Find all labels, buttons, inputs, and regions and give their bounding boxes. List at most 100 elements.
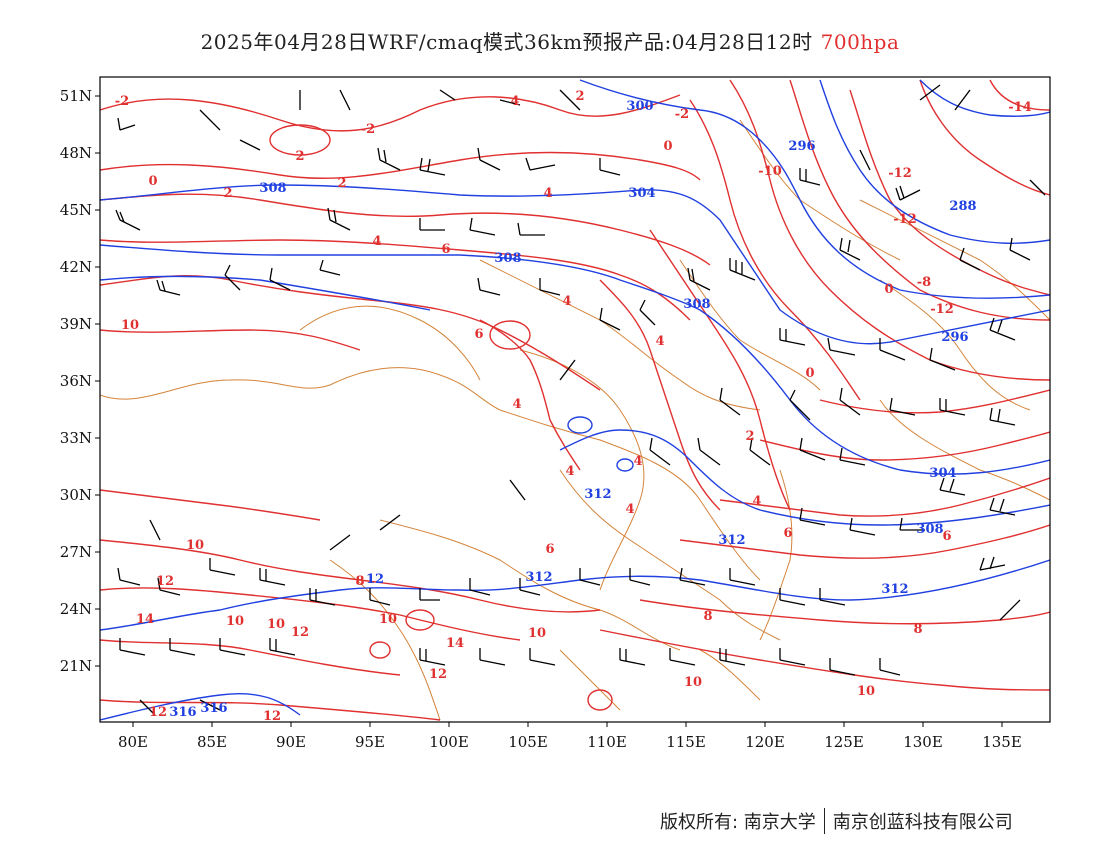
t-label: 2 xyxy=(745,429,754,444)
t-label: 6 xyxy=(545,542,554,557)
t-label: -12 xyxy=(888,166,912,181)
t-label: 0 xyxy=(884,282,893,297)
longitude-labels: 80E 85E 90E 95E 100E 105E 110E 115E 120E… xyxy=(118,733,1022,751)
t-label: -2 xyxy=(361,122,375,137)
t-label: -2 xyxy=(675,107,689,122)
lon-label: 120E xyxy=(745,733,785,751)
t-label: 10 xyxy=(528,626,546,641)
h-label: 308 xyxy=(259,181,286,196)
wind-barbs xyxy=(115,84,1046,716)
h-label-312-west: 12 xyxy=(366,572,384,587)
height-labels: 300 296 308 304 308 308 296 288 312 312 … xyxy=(169,99,976,720)
t-label: 8 xyxy=(703,609,712,624)
t-label: 4 xyxy=(625,502,634,517)
t-label: 2 xyxy=(295,149,304,164)
t-label: 0 xyxy=(663,139,672,154)
t-label: 12 xyxy=(149,705,167,720)
lat-label: 48N xyxy=(60,144,92,162)
t-label: 0 xyxy=(805,366,814,381)
t-label: -8 xyxy=(917,275,931,290)
axis-ticks xyxy=(95,95,1003,727)
latitude-labels: 51N 48N 45N 42N 39N 36N 33N 30N 27N 24N … xyxy=(60,87,92,675)
t-label: 10 xyxy=(379,612,397,627)
t-label: 6 xyxy=(783,526,792,541)
t-label: 12 xyxy=(429,667,447,682)
h-label: 316 xyxy=(169,705,196,720)
lon-label: 105E xyxy=(508,733,548,751)
t-label: 2 xyxy=(575,89,584,104)
t-label: 2 xyxy=(223,186,232,201)
t-label: 10 xyxy=(186,538,204,553)
h-label: 288 xyxy=(949,199,976,214)
lon-label: 90E xyxy=(276,733,306,751)
plot-border xyxy=(99,76,1051,723)
t-label: 4 xyxy=(562,294,571,309)
t-label: 12 xyxy=(263,709,281,724)
temperature-labels: -2 4 2 -2 2 0 2 -2 0 2 4 6 4 4 6 4 4 4 4… xyxy=(115,89,1032,724)
t-label: 4 xyxy=(372,234,381,249)
t-label: 10 xyxy=(267,617,285,632)
lon-label: 110E xyxy=(587,733,627,751)
h-label: 312 xyxy=(881,582,908,597)
lat-label: 36N xyxy=(60,372,92,390)
t-label: 4 xyxy=(752,494,761,509)
h-label: 300 xyxy=(626,99,653,114)
t-label: 10 xyxy=(226,614,244,629)
t-label: 12 xyxy=(291,625,309,640)
t-label: 14 xyxy=(136,612,154,627)
t-label: 2 xyxy=(337,176,346,191)
h-label: 312 xyxy=(718,533,745,548)
lon-label: 115E xyxy=(666,733,706,751)
t-label: 4 xyxy=(512,397,521,412)
lat-label: 42N xyxy=(60,258,92,276)
h-label: 308 xyxy=(494,251,521,266)
lon-label: 135E xyxy=(982,733,1022,751)
h-label: 304 xyxy=(628,186,655,201)
h-label: 304 xyxy=(929,466,956,481)
copyright-footer: 版权所有: 南京大学 南京创蓝科技有限公司 xyxy=(660,808,1013,834)
t-label: -14 xyxy=(1008,100,1032,115)
t-label: 10 xyxy=(684,675,702,690)
h-label: 312 xyxy=(584,487,611,502)
t-label: 10 xyxy=(121,318,139,333)
t-label: 4 xyxy=(543,186,552,201)
t-label: 4 xyxy=(655,334,664,349)
t-label: 8 xyxy=(913,622,922,637)
t-label: -2 xyxy=(115,94,129,109)
t-label: -12 xyxy=(930,302,954,317)
lat-label: 33N xyxy=(60,429,92,447)
h-label: 312 xyxy=(525,570,552,585)
height-contours xyxy=(100,79,1050,721)
t-label: 6 xyxy=(942,529,951,544)
h-label: 308 xyxy=(916,522,943,537)
t-label: 4 xyxy=(510,94,519,109)
temperature-contours xyxy=(100,79,1050,721)
t-label: 0 xyxy=(148,174,157,189)
t-label: 8 xyxy=(355,574,364,589)
lat-label: 30N xyxy=(60,486,92,504)
t-label: 6 xyxy=(474,327,483,342)
t-label: 6 xyxy=(441,242,450,257)
footer-separator xyxy=(823,808,825,834)
lon-label: 95E xyxy=(355,733,385,751)
lat-label: 39N xyxy=(60,315,92,333)
t-label: 14 xyxy=(446,636,464,651)
lat-label: 45N xyxy=(60,201,92,219)
lon-label: 85E xyxy=(197,733,227,751)
h-label: 296 xyxy=(788,139,815,154)
t-label: 12 xyxy=(156,574,174,589)
t-label: 4 xyxy=(565,464,574,479)
t-label-10-se: 10 xyxy=(857,684,875,699)
t-label: -12 xyxy=(893,212,917,227)
lat-label: 27N xyxy=(60,543,92,561)
title-main: 2025年04月28日WRF/cmaq模式36km预报产品:04月28日12时 xyxy=(200,30,813,54)
lat-label: 24N xyxy=(60,600,92,618)
h-label: 296 xyxy=(941,330,968,345)
copyright-left: 版权所有: 南京大学 xyxy=(660,812,816,833)
lon-label: 80E xyxy=(118,733,148,751)
lat-label: 21N xyxy=(60,657,92,675)
copyright-right: 南京创蓝科技有限公司 xyxy=(832,812,1013,833)
lat-label: 51N xyxy=(60,87,92,105)
t-label: 4 xyxy=(633,454,642,469)
